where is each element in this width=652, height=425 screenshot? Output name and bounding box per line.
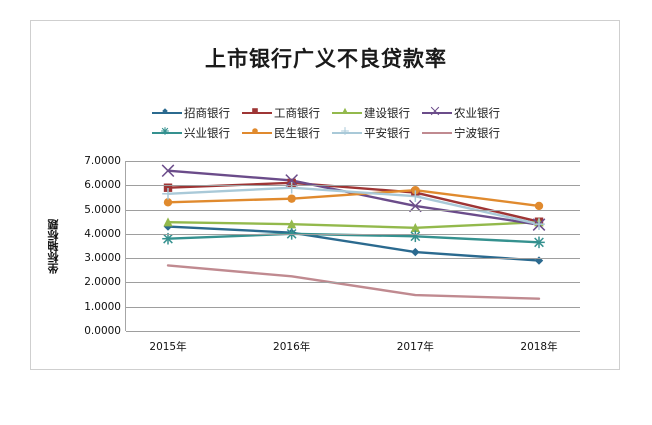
- data-point-marker: [162, 232, 174, 245]
- gridline: [126, 282, 580, 284]
- data-point-marker: [252, 108, 258, 114]
- data-point-marker: [533, 218, 545, 230]
- legend-item[interactable]: 建设银行: [332, 105, 410, 121]
- legend-label: 民生银行: [274, 126, 320, 140]
- y-axis-tick-label: 6.0000: [84, 179, 121, 192]
- gridline: [126, 306, 580, 308]
- legend-label: 宁波银行: [454, 126, 500, 140]
- data-point-marker: [161, 127, 169, 135]
- legend-swatch-square-icon: [242, 107, 272, 119]
- gridline: [126, 161, 580, 162]
- y-axis-tick-label: 1.0000: [84, 300, 121, 313]
- data-point-marker: [285, 174, 298, 187]
- y-axis-tick-label: 0.0000: [84, 325, 121, 337]
- data-point-marker: [163, 183, 173, 192]
- y-axis-tick-label: 4.0000: [84, 227, 121, 240]
- gridline: [126, 185, 580, 187]
- data-point-marker: [430, 106, 440, 116]
- data-point-marker: [287, 219, 297, 229]
- legend-item[interactable]: 宁波银行: [422, 125, 500, 141]
- y-axis-tick-label: 5.0000: [84, 203, 121, 216]
- legend-label: 工商银行: [274, 106, 320, 120]
- x-axis-tick-label: 2018年: [520, 341, 558, 353]
- data-point-marker: [287, 194, 296, 203]
- legend-row-1: 招商银行 工商银行 建设银行 农业银行: [152, 105, 500, 121]
- legend-swatch-line-icon: [422, 127, 452, 139]
- series-line: [166, 232, 541, 244]
- series-layer: [161, 164, 546, 300]
- series-line: [166, 225, 541, 262]
- x-axis-tick-label: 2016年: [273, 341, 311, 353]
- legend-label: 兴业银行: [184, 126, 230, 140]
- legend-label: 平安银行: [364, 126, 410, 140]
- chart-title: 上市银行广义不良贷款率: [205, 46, 447, 71]
- data-point-marker: [533, 236, 545, 249]
- data-point-marker: [341, 107, 349, 114]
- legend-swatch-triangle-icon: [332, 107, 362, 119]
- gridline: [126, 233, 580, 235]
- data-point-marker: [534, 201, 544, 211]
- legend-label: 建设银行: [364, 106, 410, 120]
- data-point-marker: [409, 230, 422, 243]
- legend-item[interactable]: 兴业银行: [152, 125, 230, 141]
- y-axis-tick-label: 2.0000: [84, 276, 121, 289]
- plot-wrapper: 坐标轴标题 7.0000 6.0000 5.0000 4.0000 3.0000 2.00…: [31, 155, 621, 361]
- data-point-marker: [252, 128, 258, 134]
- y-axis-tick-label: 3.0000: [84, 252, 121, 265]
- legend-item[interactable]: 民生银行: [242, 125, 320, 141]
- series-line: [166, 188, 541, 208]
- legend-swatch-asterisk-icon: [152, 127, 182, 139]
- legend-swatch-x-icon: [422, 106, 452, 119]
- data-point-marker: [162, 108, 168, 114]
- y-axis-tick-label: 7.0000: [84, 155, 121, 167]
- legend-label: 招商银行: [184, 106, 230, 120]
- gridline: [126, 331, 580, 332]
- gridline: [126, 209, 580, 211]
- data-point-marker: [163, 217, 173, 227]
- plot-area: 2015年 2016年 2017年 2018年: [125, 161, 580, 353]
- legend-swatch-plus-icon: [332, 127, 362, 139]
- data-point-marker: [341, 127, 349, 135]
- data-point-marker: [410, 222, 420, 232]
- series-line: [166, 264, 541, 300]
- data-point-marker: [162, 187, 174, 200]
- legend-item[interactable]: 招商银行: [152, 105, 230, 121]
- data-point-marker: [411, 185, 420, 195]
- x-axis-tick-label: 2015年: [149, 341, 187, 353]
- legend-item[interactable]: 农业银行: [422, 105, 500, 121]
- y-axis-title: 坐标轴标题: [47, 219, 60, 274]
- chart-container: 上市银行广义不良贷款率 招商银行 工商银行 建设银行 农业银行 兴业银行 民生银行 平安银…: [30, 20, 620, 370]
- gridline: [126, 258, 580, 260]
- y-axis-tick-labels: 7.0000 6.0000 5.0000 4.0000 3.0000 2.0000 1.00…: [63, 155, 121, 361]
- legend-swatch-diamond-icon: [152, 107, 182, 119]
- chart-legend: 招商银行 工商银行 建设银行 农业银行 兴业银行 民生银行 平安银行 宁波银行: [31, 105, 621, 141]
- legend-item[interactable]: 工商银行: [242, 105, 320, 121]
- data-point-marker: [285, 181, 298, 194]
- legend-swatch-circle-icon: [242, 127, 272, 139]
- series-line: [166, 221, 541, 229]
- legend-item[interactable]: 平安银行: [332, 125, 410, 141]
- data-point-marker: [409, 190, 422, 203]
- data-point-marker: [411, 247, 420, 257]
- legend-label: 农业银行: [454, 106, 500, 120]
- data-point-marker: [163, 198, 173, 207]
- legend-row-2: 兴业银行 民生银行 平安银行 宁波银行: [152, 125, 500, 141]
- data-point-marker: [161, 164, 175, 178]
- series-line: [166, 169, 541, 226]
- x-axis-tick-label: 2017年: [396, 341, 434, 353]
